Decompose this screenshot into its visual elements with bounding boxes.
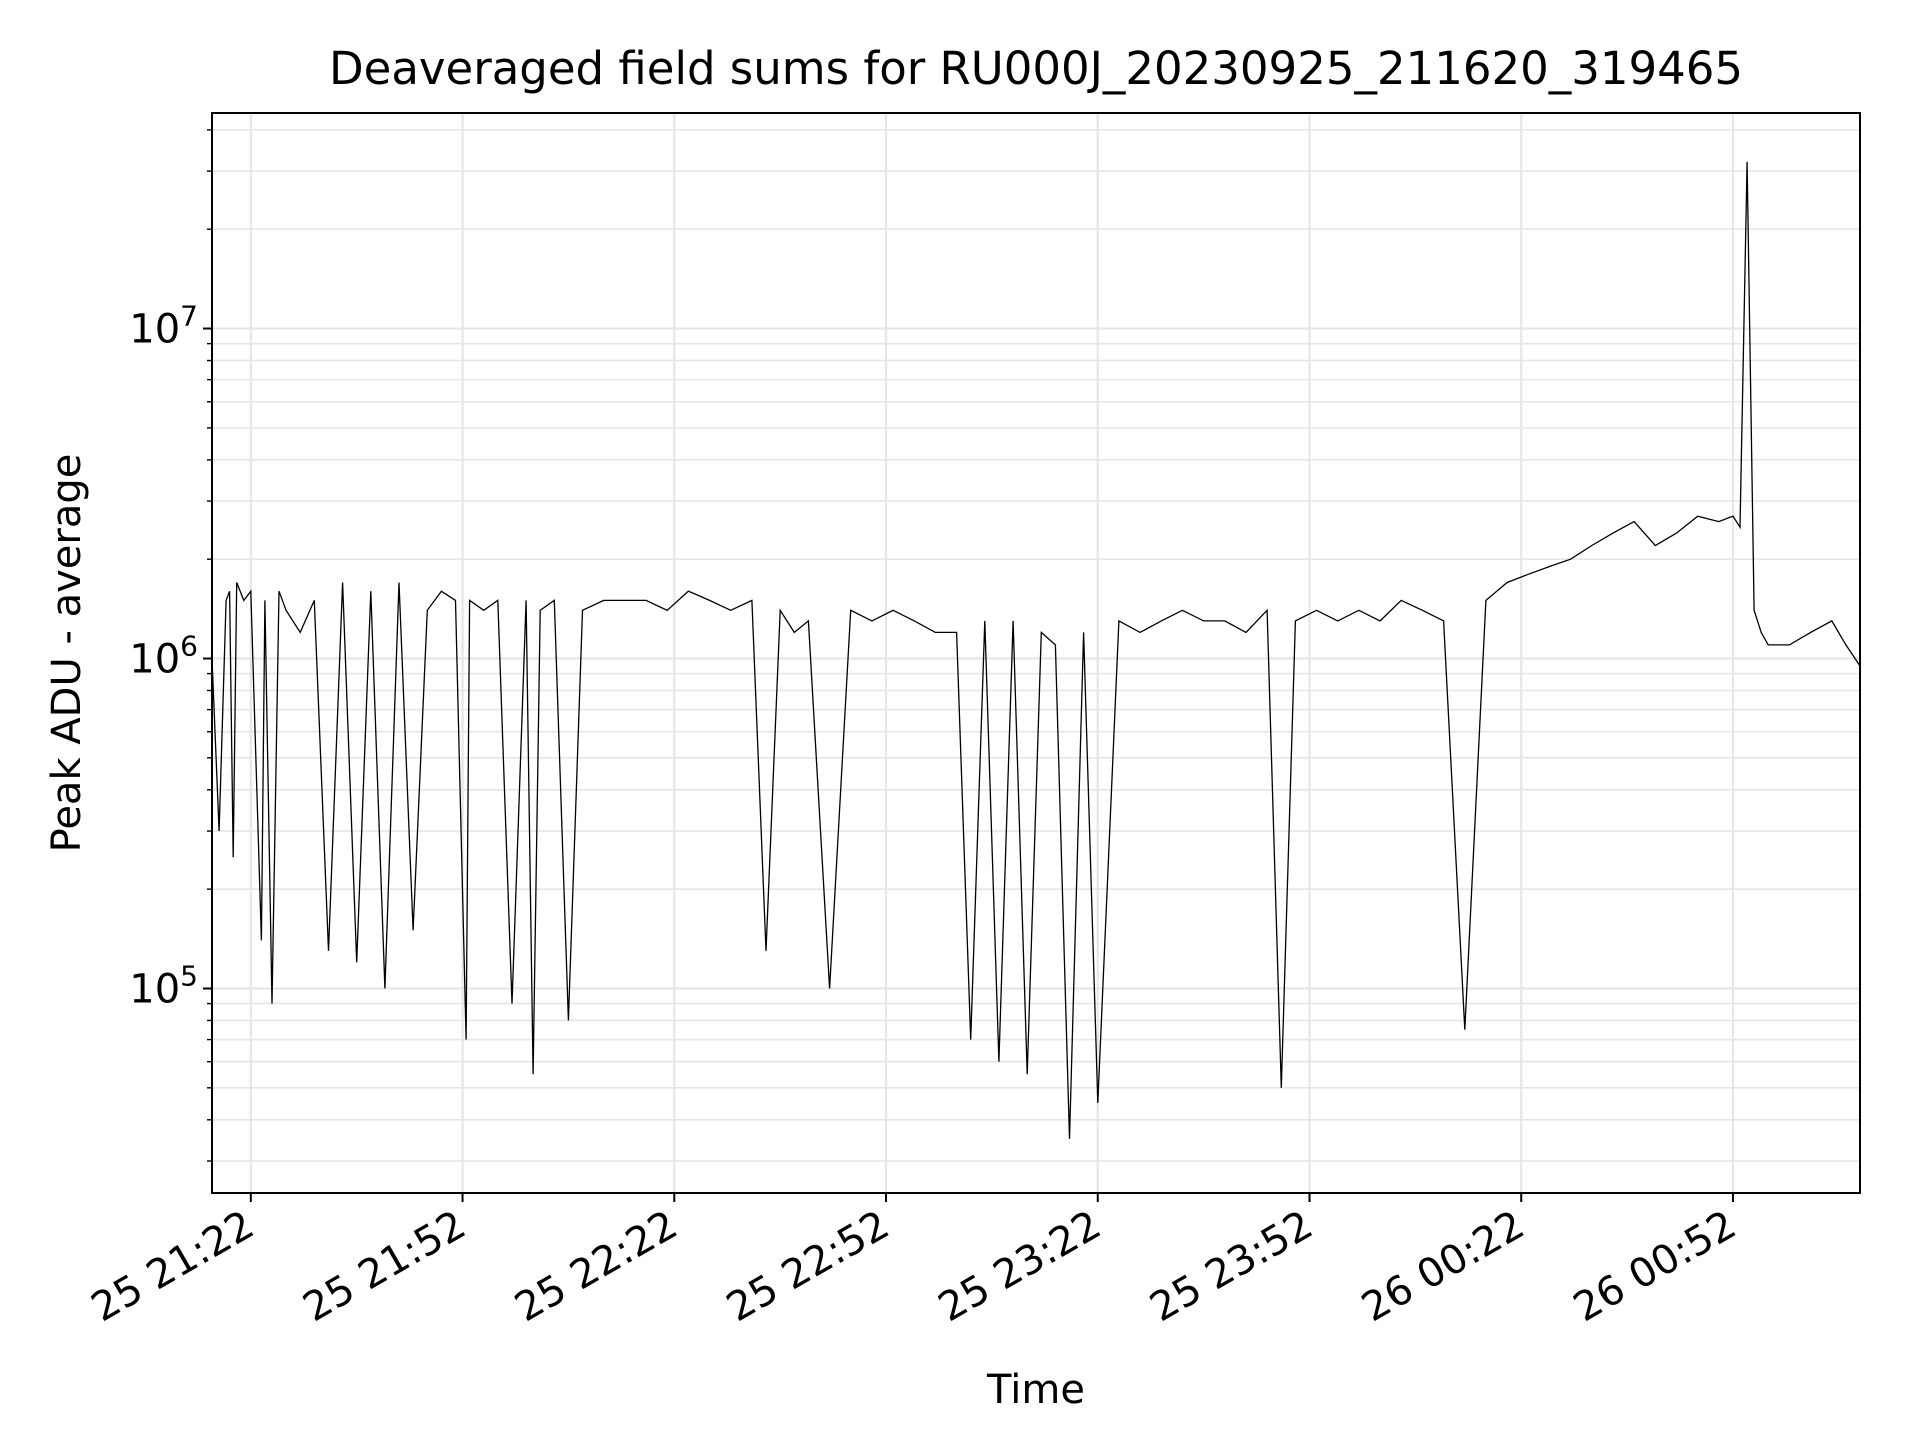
y-axis-ticks: 105 106 107 — [129, 129, 212, 1162]
y-tick-label: 107 — [129, 300, 198, 353]
y-axis-label: Peak ADU - average — [44, 454, 90, 853]
series-line — [211, 161, 1861, 1139]
series-layer — [211, 161, 1861, 1139]
chart-title: Deaveraged field sums for RU000J_2023092… — [329, 42, 1743, 95]
y-tick-label: 106 — [129, 630, 198, 683]
plot-frame — [211, 112, 1861, 1194]
x-axis-label: Time — [986, 1367, 1085, 1413]
y-tick-label: 105 — [129, 959, 198, 1012]
grid — [212, 113, 1860, 1193]
